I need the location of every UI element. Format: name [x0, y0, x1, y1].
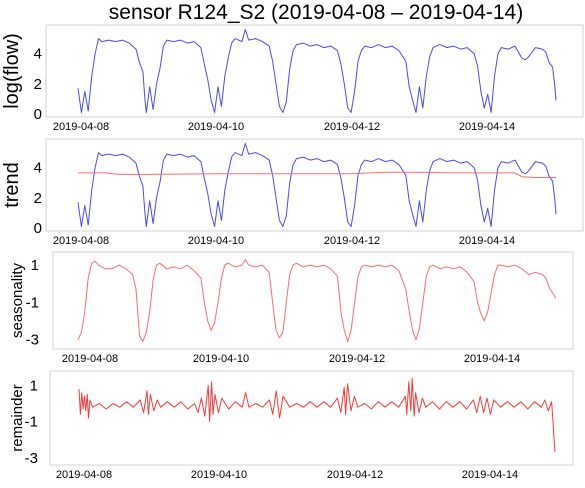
- panel-frame: [52, 251, 574, 350]
- y-tick-label: 4: [34, 160, 42, 177]
- panel-frame: [49, 370, 574, 466]
- series-line-1: [77, 143, 557, 227]
- chart-panels: 0 2 4 log(flow) 2019-04-08 2019-04-10 2019-04-…: [1, 24, 584, 481]
- y-tick-label: -1: [26, 294, 39, 311]
- x-tick-label: 2019-04-14: [462, 469, 518, 481]
- x-tick-label: 2019-04-10: [188, 121, 244, 133]
- panel-2: 0 2 4 trend 2019-04-08 2019-04-10 2019-04-12 20…: [1, 138, 584, 247]
- x-tick-label: 2019-04-08: [53, 121, 109, 133]
- y-tick-label: 1: [31, 257, 39, 274]
- y-tick-label: 1: [30, 377, 38, 394]
- x-tick-label: 2019-04-14: [459, 121, 515, 133]
- y-tick-label: -1: [25, 414, 38, 431]
- x-tick-label: 2019-04-14: [464, 353, 520, 365]
- y-axis-label: remainder: [9, 384, 26, 452]
- panel-frame: [45, 24, 584, 118]
- chart-title: sensor R124_S2 (2019-04-08 – 2019-04-14): [109, 1, 523, 24]
- series-line-1: [77, 259, 557, 342]
- x-tick-label: 2019-04-14: [459, 235, 515, 247]
- y-tick-label: 2: [34, 190, 42, 207]
- y-axis-label: log(flow): [1, 33, 23, 109]
- x-tick-label: 2019-04-10: [191, 469, 247, 481]
- x-tick-label: 2019-04-12: [327, 469, 383, 481]
- x-tick-label: 2019-04-12: [324, 235, 380, 247]
- x-tick-label: 2019-04-12: [329, 353, 385, 365]
- y-tick-label: 4: [34, 46, 42, 63]
- y-axis-label: trend: [1, 162, 23, 208]
- panel-1: 0 2 4 log(flow) 2019-04-08 2019-04-10 2019-04-…: [1, 24, 584, 133]
- y-tick-label: -3: [26, 332, 39, 349]
- x-tick-label: 2019-04-08: [56, 469, 112, 481]
- x-tick-label: 2019-04-12: [324, 121, 380, 133]
- series-line-2: [78, 171, 556, 178]
- x-tick-label: 2019-04-08: [53, 235, 109, 247]
- y-tick-label: 2: [34, 76, 42, 93]
- series-line-1: [78, 377, 556, 453]
- y-tick-label: 0: [34, 220, 42, 237]
- y-tick-label: -3: [25, 450, 38, 467]
- panel-frame: [45, 138, 584, 232]
- x-tick-label: 2019-04-10: [188, 235, 244, 247]
- x-tick-label: 2019-04-10: [193, 353, 249, 365]
- y-tick-label: 0: [34, 106, 42, 123]
- y-axis-label: seasonality: [9, 262, 26, 338]
- series-line-1: [77, 29, 557, 113]
- x-tick-label: 2019-04-08: [62, 353, 118, 365]
